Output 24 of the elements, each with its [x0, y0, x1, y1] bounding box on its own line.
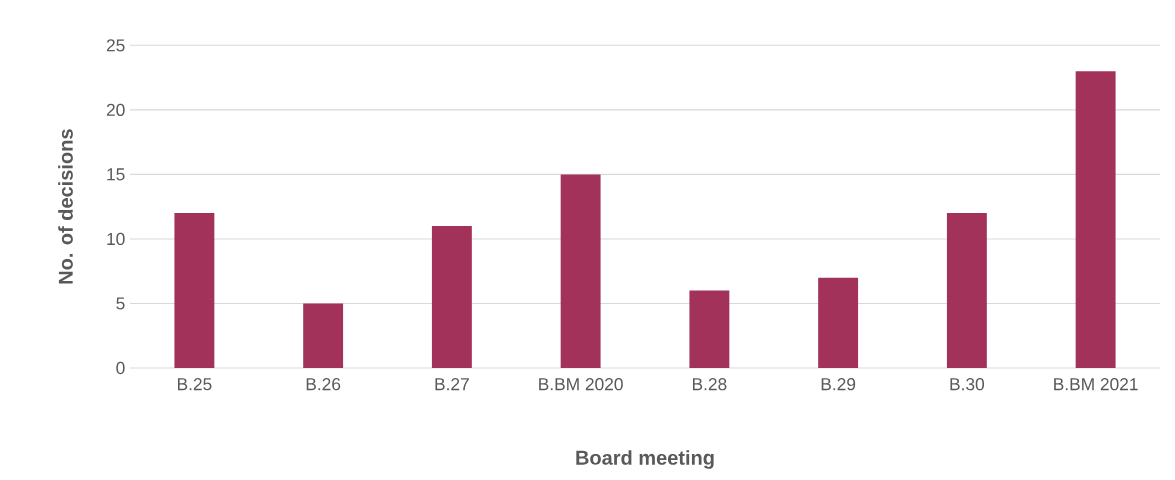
y-tick-label: 25: [106, 39, 125, 52]
x-tick-label: B.26: [306, 378, 341, 391]
bar: [431, 226, 472, 368]
y-tick-label: 10: [107, 232, 125, 246]
x-axis-title: Board meeting: [576, 450, 714, 469]
x-tick-label: B.25: [177, 378, 212, 391]
x-tick-label: B.BM 2020: [539, 378, 623, 391]
x-tick-label: B.29: [821, 378, 856, 391]
bar: [174, 213, 215, 368]
bar: [303, 303, 344, 368]
bar: [946, 213, 987, 368]
x-tick-label: B.BM 2021: [1054, 378, 1138, 391]
y-tick-label: 15: [107, 168, 125, 181]
bar: [818, 277, 859, 368]
bar: [560, 174, 601, 368]
bar: [689, 290, 730, 368]
y-tick-label: 0: [116, 361, 125, 375]
x-tick-label: B.30: [950, 378, 985, 391]
bar: [1075, 71, 1116, 368]
y-tick-label: 20: [106, 103, 125, 117]
x-tick-label: B.27: [435, 378, 469, 391]
x-tick-label: B.28: [692, 378, 727, 391]
y-tick-label: 5: [116, 297, 125, 310]
y-axis-title: No. of decisions: [58, 129, 73, 284]
